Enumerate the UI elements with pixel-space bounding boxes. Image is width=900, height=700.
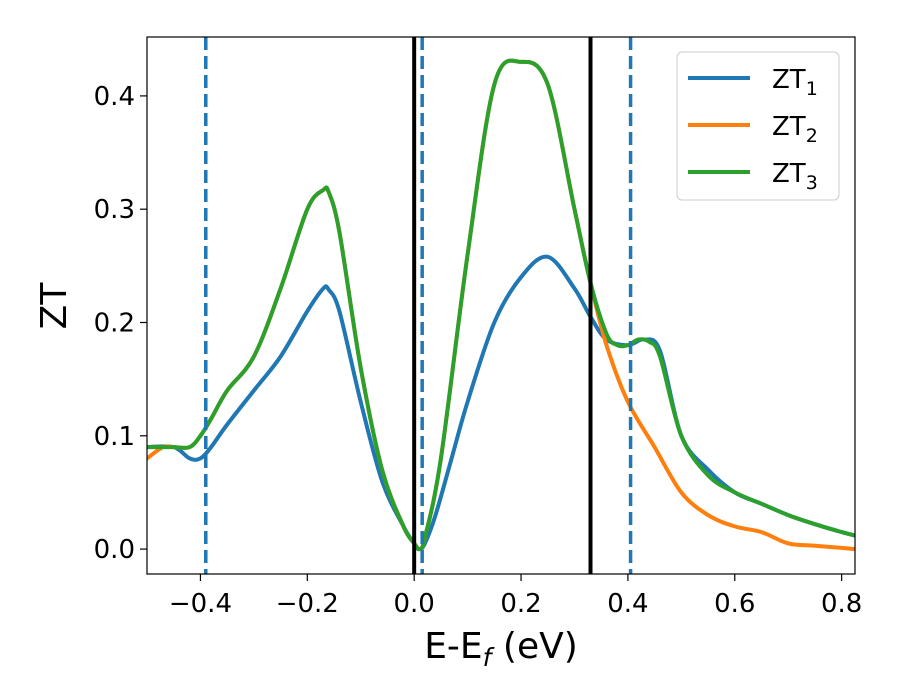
x-tick-label: 0.4 (607, 589, 648, 619)
legend-label-zt1: ZT1 (772, 65, 818, 100)
x-axis-label: E-Ef (eV) (424, 626, 578, 672)
y-axis-label: ZT (34, 282, 75, 330)
axes-frame (146, 36, 856, 575)
y-tick-label: 0.2 (94, 308, 135, 338)
x-tick-label: 0.0 (393, 589, 434, 619)
x-tick-label: −0.2 (276, 589, 339, 619)
legend-box (676, 51, 840, 201)
reference-lines (204, 37, 633, 574)
legend-label-zt2: ZT2 (772, 112, 818, 147)
y-tick-label: 0.4 (94, 82, 135, 112)
y-axis-ticks: 0.0 0.1 0.2 0.3 0.4 (94, 82, 147, 565)
x-tick-label: 0.8 (821, 589, 862, 619)
legend: ZT1 ZT2 ZT3 (676, 51, 840, 201)
series-line-zt1 (147, 254, 855, 552)
y-tick-label: 0.0 (94, 535, 135, 565)
legend-label-zt3: ZT3 (772, 159, 818, 194)
plot-area (146, 36, 856, 575)
y-tick-label: 0.3 (94, 195, 135, 225)
x-tick-label: 0.6 (714, 589, 755, 619)
x-tick-label: 0.2 (500, 589, 541, 619)
series-lines (147, 58, 855, 552)
series-line-zt3 (147, 58, 855, 552)
x-axis-ticks: −0.4 −0.2 0.0 0.2 0.4 0.6 0.8 (169, 574, 862, 619)
x-tick-label: −0.4 (169, 589, 232, 619)
y-tick-label: 0.1 (94, 422, 135, 452)
